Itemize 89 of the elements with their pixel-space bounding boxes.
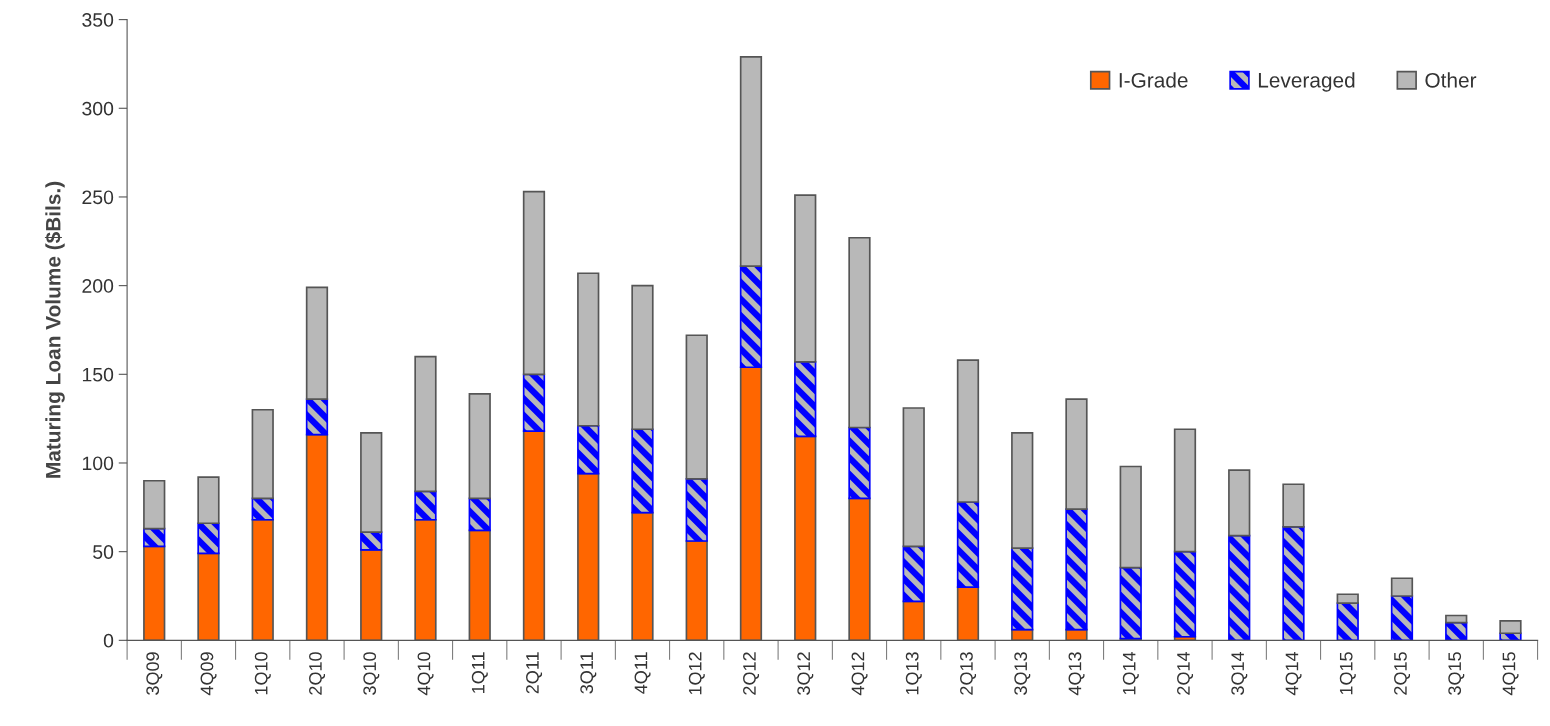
x-tick-label: 4Q11 <box>634 652 651 694</box>
y-tick-label: 150 <box>82 367 114 382</box>
x-tick-label: 4Q13 <box>1068 652 1085 696</box>
legend-label: I-Grade <box>1119 72 1188 88</box>
bar <box>739 265 763 369</box>
x-tick-label: 3Q15 <box>1448 652 1465 695</box>
bar <box>1336 593 1359 604</box>
bar <box>468 497 491 532</box>
y-tick-label: 100 <box>82 456 114 471</box>
bar <box>1445 614 1468 624</box>
bar <box>143 527 166 548</box>
x-tick-label: 3Q11 <box>580 652 597 694</box>
bar <box>848 426 871 500</box>
x-tick-label: 4Q12 <box>851 652 868 696</box>
bar <box>1173 428 1197 553</box>
bar <box>522 190 546 376</box>
bar <box>1282 483 1305 528</box>
y-tick-label: 300 <box>82 101 114 116</box>
bar <box>251 408 274 500</box>
legend-label: Other <box>1425 72 1477 88</box>
bar <box>360 431 383 533</box>
x-tick-label: 2Q13 <box>960 652 977 695</box>
bar <box>631 284 654 431</box>
bar <box>685 334 708 480</box>
bar <box>1336 602 1359 641</box>
bar <box>197 476 220 525</box>
bar <box>577 424 600 475</box>
bar <box>685 478 708 542</box>
y-tick-label: 200 <box>82 279 114 293</box>
bar <box>251 497 274 521</box>
x-tick-label: 2Q14 <box>1177 651 1194 695</box>
x-tick-label: 2Q12 <box>743 652 760 695</box>
bar <box>1011 547 1034 631</box>
x-tick-label: 3Q12 <box>797 652 814 695</box>
x-tick-label: 4Q10 <box>417 652 434 696</box>
bar <box>956 359 980 503</box>
bar <box>902 407 925 548</box>
x-tick-label: 1Q13 <box>905 652 922 695</box>
bar <box>631 428 654 514</box>
x-tick-label: 2Q10 <box>309 652 326 695</box>
bar <box>468 392 491 500</box>
legend-label: Leveraged <box>1258 72 1355 92</box>
bar <box>848 236 871 429</box>
bar <box>1390 595 1414 641</box>
bar <box>143 479 166 530</box>
bar <box>1499 619 1522 635</box>
x-tick-label: 2Q15 <box>1394 652 1411 695</box>
bar <box>1065 508 1088 631</box>
x-tick-label: 2Q11 <box>526 652 543 694</box>
y-tick-label: 350 <box>82 13 114 27</box>
bar <box>902 545 925 603</box>
bar <box>1282 525 1305 641</box>
bar <box>1445 621 1468 641</box>
y-axis-title: Maturing Loan Volume ($Bils.) <box>44 181 65 478</box>
x-tick-label: 1Q10 <box>254 652 271 695</box>
bar <box>794 361 817 438</box>
bar <box>414 490 437 521</box>
x-tick-label: 3Q13 <box>1014 652 1031 695</box>
x-tick-label: 4Q14 <box>1285 651 1302 696</box>
x-tick-label: 3Q10 <box>363 652 380 695</box>
y-tick-label: 250 <box>82 190 114 205</box>
bar <box>522 373 546 432</box>
bar <box>360 531 383 551</box>
bar <box>1228 534 1251 641</box>
x-tick-label: 3Q09 <box>146 652 163 695</box>
bar <box>739 56 763 267</box>
bar <box>1228 469 1251 537</box>
bar <box>794 194 817 363</box>
x-tick-label: 3Q14 <box>1231 651 1248 695</box>
bar <box>305 286 329 400</box>
x-tick-label: 1Q12 <box>688 652 705 695</box>
bar <box>1065 398 1088 510</box>
bar <box>1119 465 1142 569</box>
x-tick-label: 4Q09 <box>200 652 217 696</box>
bar <box>956 501 980 588</box>
x-tick-label: 1Q11 <box>471 652 488 693</box>
bar <box>577 272 600 427</box>
x-tick-label: 1Q15 <box>1339 652 1356 695</box>
y-tick-label: 0 <box>103 633 114 648</box>
bar <box>1390 577 1414 597</box>
bar <box>1173 550 1197 638</box>
bar <box>1119 566 1142 640</box>
bar <box>197 522 220 555</box>
bar <box>305 398 329 436</box>
bar <box>1011 431 1034 549</box>
x-tick-label: 1Q14 <box>1122 651 1139 695</box>
bar <box>414 355 437 493</box>
x-tick-label: 4Q15 <box>1502 652 1519 696</box>
y-tick-label: 50 <box>93 545 114 559</box>
